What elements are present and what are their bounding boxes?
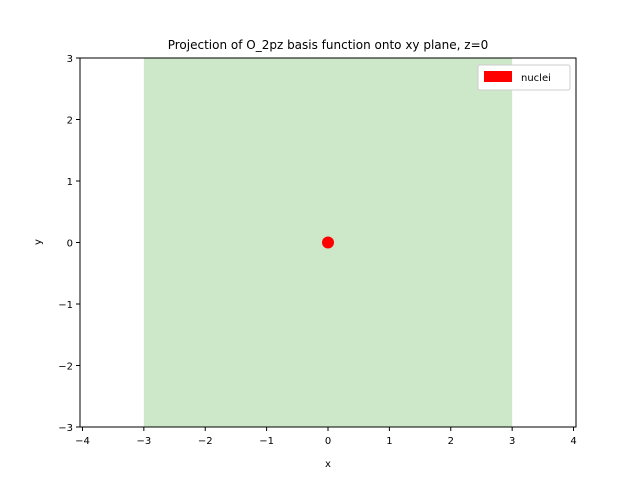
x-tick-label: −3: [136, 436, 151, 447]
y-tick-label: −2: [58, 362, 73, 373]
x-tick-label: −4: [75, 436, 90, 447]
chart-title: Projection of O_2pz basis function onto …: [168, 38, 489, 52]
y-tick-label: 1: [67, 177, 73, 188]
y-axis-label: y: [33, 239, 44, 245]
x-axis-label: x: [325, 459, 331, 470]
x-tick-label: 2: [448, 436, 454, 447]
y-tick-label: −3: [58, 423, 73, 434]
legend-label-nuclei: nuclei: [521, 73, 551, 84]
x-tick-label: 1: [386, 436, 392, 447]
x-tick-label: −1: [259, 436, 274, 447]
data-point-nuclei: [322, 236, 334, 249]
legend: nuclei: [477, 64, 571, 91]
y-tick-label: 0: [67, 239, 73, 250]
x-tick-label: 4: [570, 436, 576, 447]
y-tick-label: −1: [58, 300, 73, 311]
y-tick-label: 3: [67, 54, 73, 65]
x-tick-label: −2: [198, 436, 213, 447]
y-tick-label: 2: [67, 116, 73, 127]
x-tick-label: 3: [509, 436, 515, 447]
x-tick-label: 0: [325, 436, 331, 447]
legend-swatch-nuclei: [484, 71, 512, 82]
